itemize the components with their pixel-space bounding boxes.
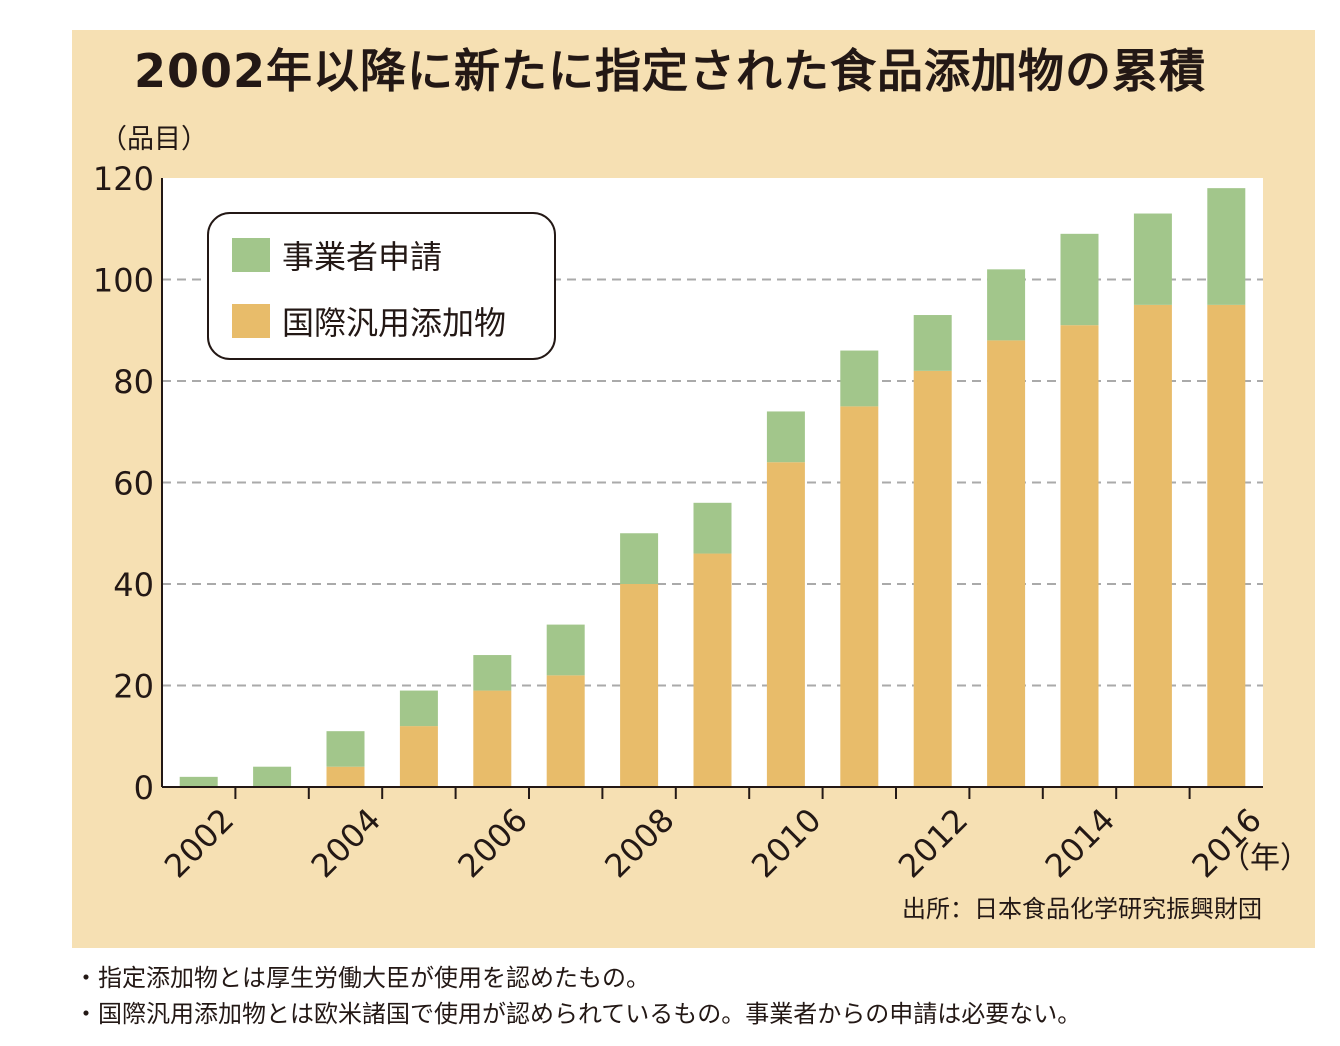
bar-applicant: [1060, 233, 1099, 326]
x-tick-label: 2002: [157, 801, 241, 885]
legend-box: [207, 212, 556, 360]
legend-label-applicant: 事業者申請: [282, 238, 442, 276]
bar-applicant: [399, 690, 438, 727]
y-tick-label: 100: [93, 262, 154, 300]
bar-applicant: [326, 731, 365, 767]
x-tick-label: 2008: [597, 801, 681, 885]
x-tick-label: 2012: [891, 801, 975, 885]
bar-applicant: [840, 350, 879, 407]
x-tick-label: 2006: [450, 801, 534, 885]
bar-applicant: [253, 766, 292, 787]
bar-international: [987, 340, 1026, 787]
x-tick-label: 2014: [1038, 801, 1122, 885]
legend-swatch-international: [232, 304, 270, 338]
x-tick-label: 2010: [744, 801, 828, 885]
bar-applicant: [1133, 213, 1172, 305]
bar-international: [1060, 325, 1099, 787]
bars: [179, 188, 1246, 787]
bar-international: [1133, 304, 1172, 787]
bar-international: [1207, 304, 1246, 787]
footnote-1: ・指定添加物とは厚生労働大臣が使用を認めたもの。: [74, 964, 650, 992]
y-tick-label: 120: [93, 160, 154, 198]
y-axis-unit: （品目）: [100, 124, 208, 155]
bar-international: [326, 766, 365, 787]
legend: 事業者申請 国際汎用添加物: [207, 212, 556, 360]
bar-international: [399, 726, 438, 787]
bar-applicant: [913, 315, 952, 371]
bar-international: [766, 462, 805, 787]
footnote-2: ・国際汎用添加物とは欧米諸国で使用が認められているもの。事業者からの申請は必要な…: [74, 1000, 1082, 1028]
bar-applicant: [620, 533, 659, 584]
bar-international: [473, 690, 512, 787]
bar-international: [546, 675, 585, 787]
y-tick-label: 80: [113, 363, 154, 401]
footnotes: ・指定添加物とは厚生労働大臣が使用を認めたもの。 ・国際汎用添加物とは欧米諸国で…: [74, 960, 1081, 1032]
bar-international: [913, 370, 952, 787]
legend-swatch-applicant: [232, 238, 270, 272]
bar-applicant: [179, 776, 218, 787]
y-tick-label: 40: [113, 566, 154, 604]
bar-international: [840, 406, 879, 787]
bar-applicant: [987, 269, 1026, 341]
y-tick-label: 0: [134, 769, 154, 807]
bar-international: [620, 584, 659, 787]
x-axis-unit: （年）: [1220, 841, 1310, 876]
y-tick-label: 20: [113, 668, 154, 706]
bar-applicant: [766, 411, 805, 463]
source-note: 出所：日本食品化学研究振興財団: [902, 895, 1262, 923]
y-tick-label: 60: [113, 465, 154, 503]
chart-title: 2002年以降に新たに指定された食品添加物の累積: [133, 44, 1207, 98]
x-tick-label: 2004: [304, 801, 388, 885]
legend-label-international: 国際汎用添加物: [282, 304, 506, 342]
bar-applicant: [1207, 188, 1246, 305]
bar-applicant: [693, 502, 732, 554]
bar-applicant: [473, 655, 512, 691]
bar-applicant: [546, 624, 585, 676]
bar-international: [693, 553, 732, 787]
